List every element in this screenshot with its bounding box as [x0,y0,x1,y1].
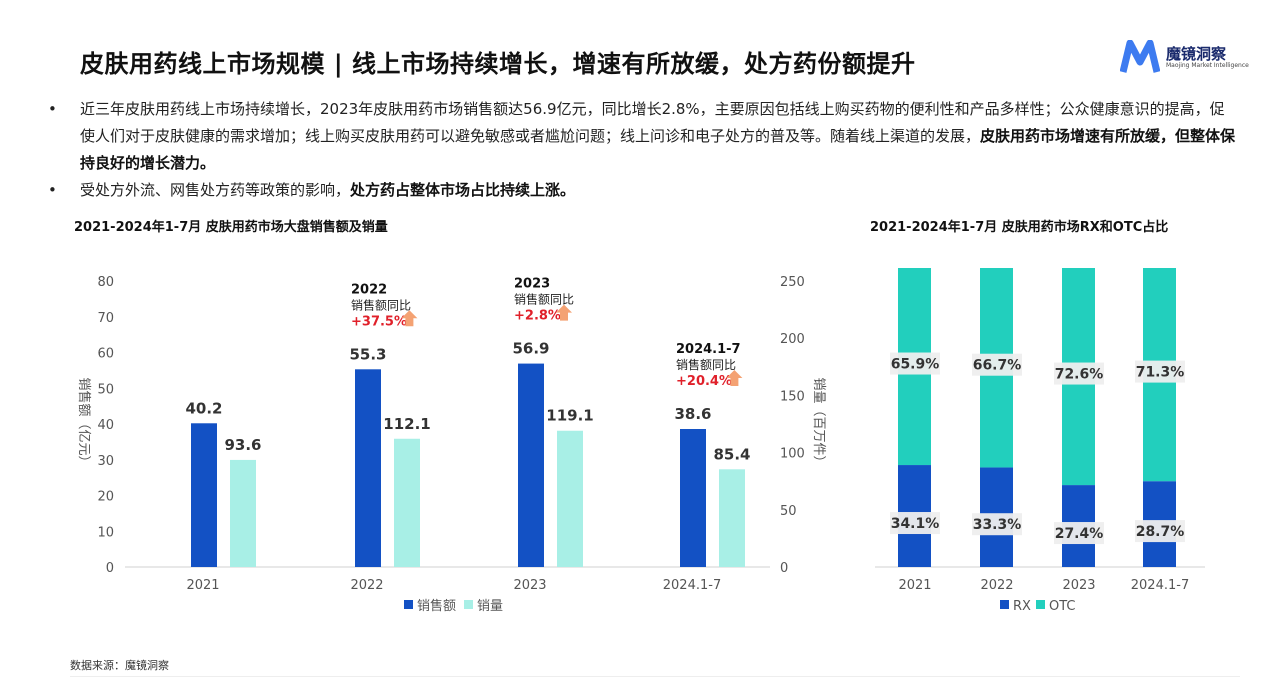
bullet-item: • 受处方外流、网售处方药等政策的影响，处方药占整体市场占比持续上涨。 [48,181,576,199]
bar-sales [191,423,217,567]
x-tick-label: 2021 [898,578,931,593]
y2-tick-label: 100 [780,447,805,462]
right-chart-title: 2021-2024年1-7月 皮肤用药市场RX和OTC占比 [870,220,1169,235]
left-chart-title: 2021-2024年1-7月 皮肤用药市场大盘销售额及销量 [74,220,388,235]
annotation-year: 2022 [351,282,387,297]
legend-swatch-rx [1000,600,1009,609]
x-tick-label: 2022 [350,578,383,593]
data-label-volume: 112.1 [383,415,430,433]
y2-tick-label: 50 [780,504,797,519]
logo-m-icon [1120,40,1160,73]
y-tick-label: 50 [97,382,114,397]
data-label-bg [1135,360,1185,383]
data-label-volume: 85.4 [713,445,750,463]
y-tick-label: 80 [97,275,114,290]
data-label-otc: 72.6% [1055,367,1104,383]
bar-volume [557,430,583,567]
legend-label-sales: 销售额 [417,598,456,614]
y-tick-label: 60 [97,347,114,362]
annotation-text: 销售额同比 [514,292,574,307]
bar-sales [680,429,706,567]
legend-swatch-volume [464,600,473,609]
x-tick-label: 2024.1-7 [663,578,721,593]
y-tick-label: 70 [97,311,114,326]
legend-label-volume: 销量 [477,599,503,614]
data-label-sales: 38.6 [674,405,711,423]
legend-swatch-sales [404,600,413,609]
data-label-bg [890,352,940,375]
y-tick-label: 40 [97,418,114,433]
bar-volume [719,469,745,567]
up-arrow-icon [401,310,418,327]
x-tick-label: 2023 [1062,578,1095,593]
x-tick-label: 2022 [980,578,1013,593]
data-label-bg [1135,520,1185,543]
bullet-bold-text: 处方药占整体市场占比持续上涨。 [350,181,576,199]
bar-volume [394,438,420,567]
bullet-text: 近三年皮肤用药线上市场持续增长，2023年皮肤用药市场销售额达56.9亿元，同比… [80,100,1225,145]
data-label-rx: 33.3% [973,517,1022,533]
annotation-value: +20.4% [676,374,732,389]
logo-subtitle: Maojing Market Intelligence [1166,61,1249,69]
data-label-bg [890,512,940,535]
logo: 魔镜洞察 Maojing Market Intelligence [1120,40,1249,74]
logo-name: 魔镜洞察 [1166,44,1227,63]
annotation-year: 2024.1-7 [676,342,741,357]
x-tick-label: 2023 [513,578,546,593]
y2-axis-label: 销量（百万件） [811,377,826,468]
data-label-sales: 55.3 [349,345,386,363]
annotation-year: 2023 [514,277,550,292]
up-arrow-icon [726,370,743,387]
data-label-otc: 65.9% [891,357,940,373]
footer-divider [70,676,1240,677]
data-label-otc: 71.3% [1136,365,1185,381]
y-tick-label: 0 [106,561,114,576]
data-label-bg [972,353,1022,376]
data-label-rx: 28.7% [1136,524,1185,540]
x-tick-label: 2024.1-7 [1131,578,1189,593]
data-label-volume: 93.6 [224,436,261,454]
data-label-otc: 66.7% [973,358,1022,374]
up-arrow-icon [556,304,572,321]
legend-label-rx: RX [1013,599,1031,614]
y-tick-label: 20 [97,490,114,505]
bar-sales [518,363,544,567]
y2-tick-label: 250 [780,275,805,290]
data-label-bg [972,513,1022,536]
x-tick-label: 2021 [186,578,219,593]
data-label-volume: 119.1 [546,407,593,425]
data-label-rx: 27.4% [1055,526,1104,542]
data-source: 数据来源：魔镜洞察 [70,659,169,672]
legend-swatch-otc [1036,600,1045,609]
data-label-bg [1054,522,1104,545]
y2-tick-label: 200 [780,332,805,347]
annotation-text: 销售额同比 [676,357,736,372]
bar-sales [355,369,381,567]
y-axis-label: 销售额（亿元） [76,377,92,468]
data-label-sales: 56.9 [512,340,549,358]
y-tick-label: 10 [97,525,114,540]
y2-tick-label: 150 [780,389,805,404]
page-title: 皮肤用药线上市场规模 | 线上市场持续增长，增速有所放缓，处方药份额提升 [80,50,916,78]
data-label-sales: 40.2 [185,399,222,417]
summary-bullets: • 近三年皮肤用药线上市场持续增长，2023年皮肤用药市场销售额达56.9亿元，同… [48,96,1238,204]
bullet-bold-text: 皮肤用药市场增速有所放缓，但整体保持良好的增长潜力。 [80,127,1236,172]
bullet-item: • 近三年皮肤用药线上市场持续增长，2023年皮肤用药市场销售额达56.9亿元，同… [48,100,1236,172]
data-label-rx: 34.1% [891,516,940,532]
data-label-bg [1054,362,1104,385]
legend-label-otc: OTC [1049,599,1076,614]
y-tick-label: 30 [97,454,114,469]
annotation-text: 销售额同比 [351,297,411,312]
bar-volume [230,459,256,567]
y2-tick-label: 0 [780,561,788,576]
bullet-text: 受处方外流、网售处方药等政策的影响， [80,181,351,199]
annotation-value: +37.5% [351,314,407,329]
annotation-value: +2.8% [514,309,561,324]
